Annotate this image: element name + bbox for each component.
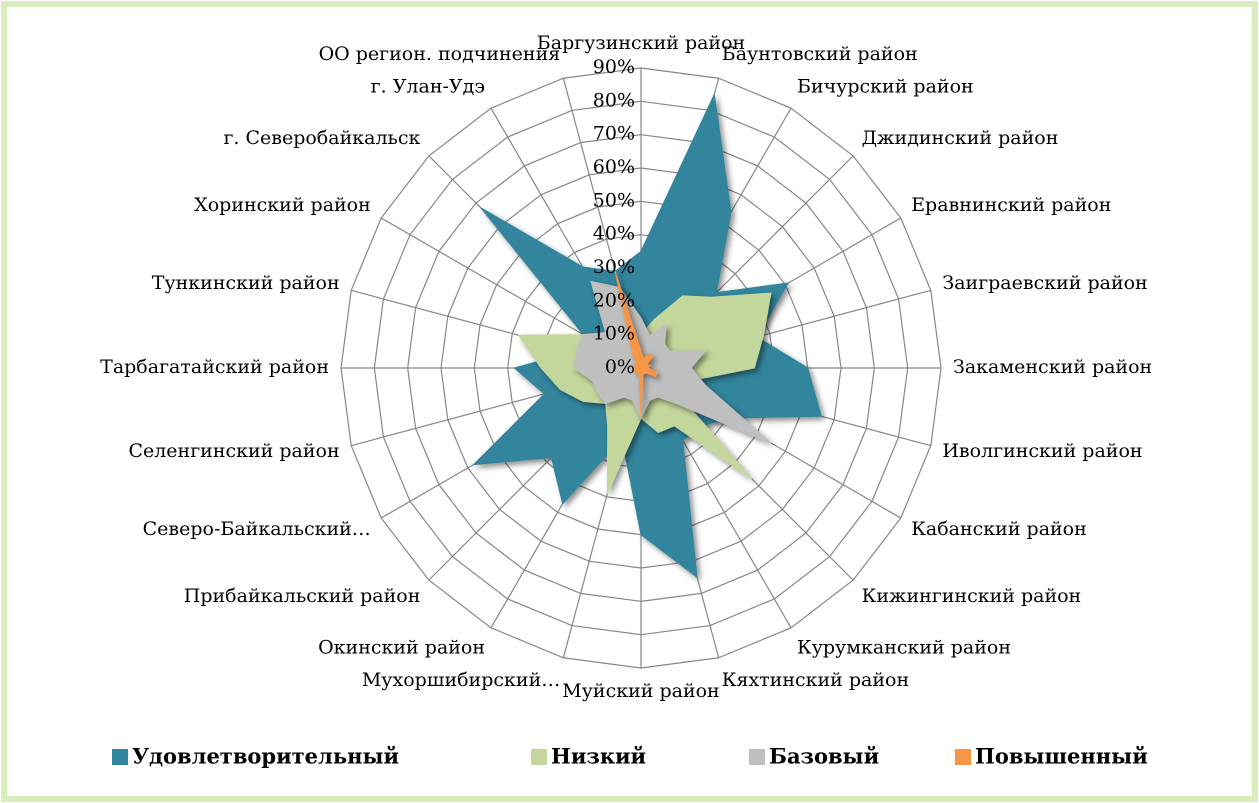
legend-label: Низкий	[551, 744, 646, 769]
category-label: Окинский район	[318, 637, 485, 659]
r-tick-label: 50%	[593, 189, 635, 211]
category-label: Муйский район	[562, 680, 719, 702]
r-tick-label: 40%	[593, 223, 635, 245]
legend-swatch	[531, 749, 547, 765]
r-tick-label: 70%	[593, 123, 635, 145]
legend-label: Базовый	[769, 744, 879, 769]
category-label: Джидинский район	[862, 127, 1059, 149]
category-label: Бичурский район	[797, 75, 974, 97]
category-label: г. Северобайкальск	[223, 127, 420, 149]
r-tick-label: 20%	[593, 289, 635, 311]
category-label: Кижингинский район	[862, 585, 1082, 607]
r-tick-label: 30%	[593, 256, 635, 278]
series-area	[614, 271, 658, 419]
category-label: Закаменский район	[953, 356, 1152, 378]
r-tick-label: 10%	[593, 323, 635, 345]
category-label: Хоринский район	[194, 194, 371, 216]
category-label: Иволгинский район	[942, 440, 1142, 462]
r-tick-label: 0%	[605, 356, 635, 378]
category-label: г. Улан-Удэ	[371, 75, 485, 97]
legend-swatch	[749, 749, 765, 765]
r-tick-label: 80%	[593, 89, 635, 111]
category-label: Кабанский район	[911, 518, 1087, 540]
r-tick-label: 90%	[593, 56, 635, 78]
legend-label: Удовлетворительный	[132, 744, 399, 769]
category-label: Тарбагатайский район	[100, 356, 329, 378]
category-label: Прибайкальский район	[184, 585, 421, 607]
category-label: Селенгинский район	[128, 440, 339, 462]
category-label: ОО регион. подчинения	[319, 43, 561, 65]
category-label: Баргузинский район	[537, 32, 745, 54]
category-label: Северо-Байкальский…	[143, 518, 371, 540]
r-tick-label: 60%	[593, 156, 635, 178]
category-label: Заиграевский район	[942, 272, 1147, 294]
legend-label: Повышенный	[975, 744, 1148, 769]
legend-swatch	[955, 749, 971, 765]
category-label: Еравнинский район	[911, 194, 1111, 216]
legend-swatch	[112, 749, 128, 765]
category-label: Тункинский район	[152, 272, 340, 294]
category-label: Мухоршибирский…	[362, 669, 560, 691]
category-label: Баунтовский район	[722, 43, 918, 65]
category-label: Курумканский район	[797, 637, 1011, 659]
category-label: Кяхтинский район	[722, 669, 909, 691]
